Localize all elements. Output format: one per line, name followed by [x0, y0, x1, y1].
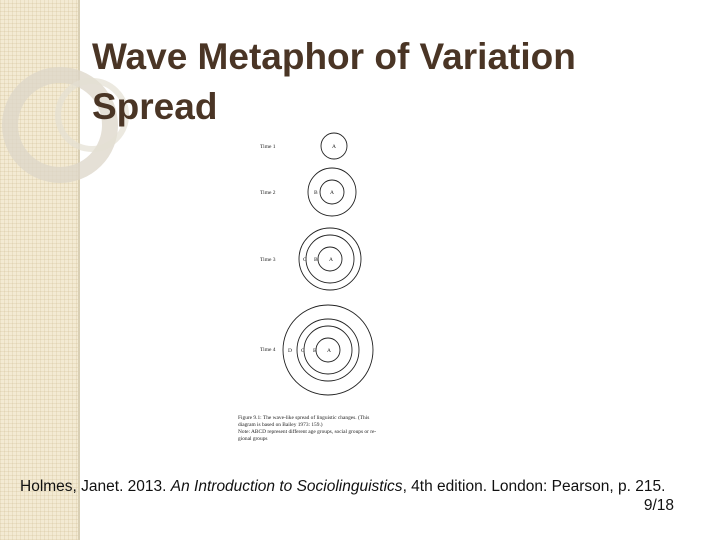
group-label: A	[327, 348, 331, 354]
title-line-1: Wave Metaphor of Variation	[92, 36, 576, 77]
side-band-divider	[78, 0, 80, 540]
group-label: B	[314, 257, 318, 263]
group-label: B	[314, 190, 318, 196]
figure-caption-line: gional groups	[238, 436, 268, 442]
citation-details: , 4th edition. London: Pearson, p. 215.	[402, 478, 666, 495]
figure-caption-line: Note: ABCD represent different age group…	[238, 428, 376, 435]
wave-ring	[320, 132, 348, 160]
wave-ring	[296, 318, 360, 382]
title-line-2: Spread	[92, 86, 218, 127]
group-label: A	[332, 144, 336, 150]
wave-ring	[317, 246, 343, 272]
slide-title: Wave Metaphor of Variation Spread	[92, 32, 692, 132]
wave-ring	[282, 304, 374, 396]
page-number: 9/18	[643, 497, 674, 514]
group-label: C	[301, 348, 305, 354]
group-label: B	[313, 348, 317, 354]
group-label: A	[329, 257, 333, 263]
wave-ring	[319, 179, 345, 205]
wave-ring	[315, 337, 341, 363]
time-label: Time 1	[260, 144, 276, 150]
wave-ring	[303, 325, 353, 375]
wave-diagram: Time 1 A Time 2 B A Time 3 C B A Time 4 …	[238, 132, 376, 442]
group-label: D	[288, 348, 292, 354]
wave-ring	[307, 167, 357, 217]
wave-ring	[305, 234, 355, 284]
citation-book-title: An Introduction to Sociolinguistics	[170, 478, 403, 495]
time-label: Time 4	[260, 347, 276, 353]
group-label: C	[303, 257, 307, 263]
time-label: Time 3	[260, 257, 276, 263]
wave-diagram-figure: Time 1 A Time 2 B A Time 3 C B A Time 4 …	[238, 128, 428, 443]
citation-author-year: Holmes, Janet. 2013.	[20, 478, 171, 495]
figure-caption-line: diagram is based on Bailey 1973: 159.)	[238, 421, 323, 428]
group-label: A	[330, 190, 334, 196]
figure-caption-line: Figure 9.1: The wave-like spread of ling…	[238, 414, 369, 421]
wave-ring	[298, 227, 362, 291]
decorative-ring-ornament	[2, 67, 129, 183]
citation: Holmes, Janet. 2013. An Introduction to …	[20, 478, 710, 496]
time-label: Time 2	[260, 190, 276, 196]
